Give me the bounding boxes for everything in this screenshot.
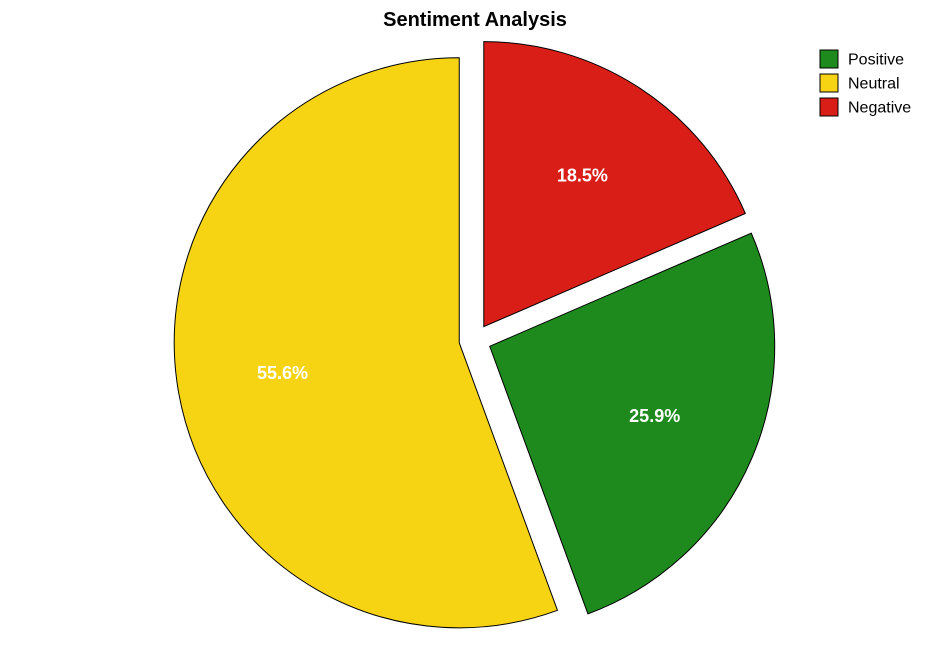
legend-swatch-positive: [820, 50, 838, 68]
pie-label-positive: 25.9%: [629, 406, 680, 426]
chart-title: Sentiment Analysis: [383, 9, 567, 31]
legend-label-negative: Negative: [848, 99, 911, 116]
legend-swatch-neutral: [820, 74, 838, 92]
pie-label-negative: 18.5%: [557, 165, 608, 185]
legend-swatch-negative: [820, 98, 838, 116]
legend-label-positive: Positive: [848, 51, 904, 68]
chart-container: Sentiment Analysis 18.5% 25.9% 55.6% Positiv…: [0, 0, 950, 662]
pie-chart-svg: Sentiment Analysis 18.5% 25.9% 55.6% Positiv…: [0, 0, 950, 662]
pie-label-neutral: 55.6%: [257, 363, 308, 383]
legend-label-neutral: Neutral: [848, 75, 900, 92]
